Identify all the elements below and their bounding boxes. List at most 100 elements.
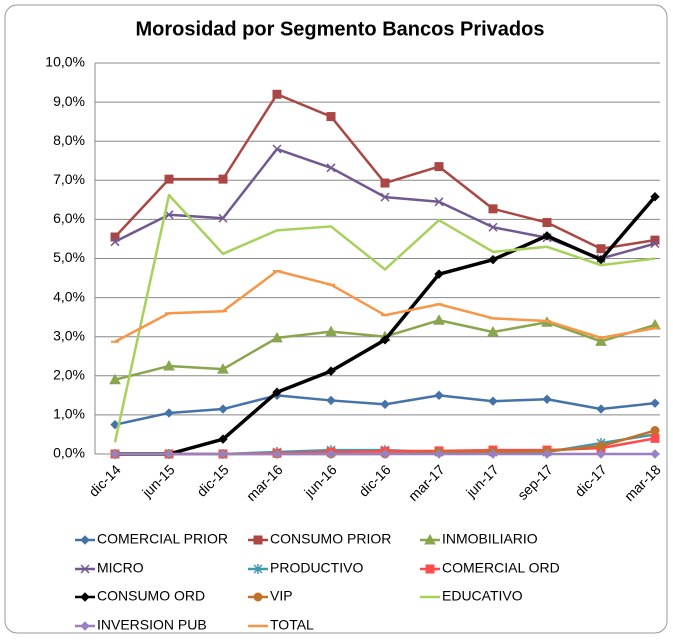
marker xyxy=(272,144,282,154)
marker xyxy=(80,621,90,631)
y-tick-label: 3,0% xyxy=(53,327,85,343)
marker xyxy=(434,269,444,279)
marker xyxy=(542,218,552,228)
marker xyxy=(253,535,263,545)
legend-entry: TOTAL xyxy=(248,617,314,633)
marker xyxy=(542,449,552,459)
y-tick-label: 6,0% xyxy=(53,210,85,226)
marker xyxy=(488,222,498,232)
series-line xyxy=(113,193,656,443)
legend-label: CONSUMO ORD xyxy=(97,588,205,604)
marker xyxy=(380,335,390,345)
legend-label: PRODUCTIVO xyxy=(270,560,363,576)
marker xyxy=(326,112,336,122)
marker xyxy=(596,254,606,265)
marker xyxy=(110,419,120,430)
legend-entry: PRODUCTIVO xyxy=(248,560,363,576)
y-tick-label: 10,0% xyxy=(45,54,85,70)
marker xyxy=(218,213,228,223)
legend-entry: INMOBILIARIO xyxy=(420,531,538,547)
legend-entry: CONSUMO PRIOR xyxy=(248,531,391,547)
legend-entry: MICRO xyxy=(75,560,144,576)
marker xyxy=(272,89,282,99)
legend-entry: CONSUMO ORD xyxy=(75,588,205,604)
marker xyxy=(326,395,336,406)
marker xyxy=(434,449,444,459)
marker xyxy=(164,174,174,184)
marker xyxy=(253,564,263,574)
y-tick-label: 2,0% xyxy=(53,367,85,383)
marker xyxy=(434,162,444,172)
marker xyxy=(650,433,660,443)
y-tick-label: 0,0% xyxy=(53,445,85,461)
marker xyxy=(164,408,174,418)
y-tick-label: 5,0% xyxy=(53,249,85,265)
marker xyxy=(488,449,498,459)
y-tick-label: 7,0% xyxy=(53,171,85,187)
legend-entry: COMERCIAL ORD xyxy=(420,560,560,576)
marker xyxy=(164,449,174,459)
chart-border xyxy=(4,4,668,634)
marker xyxy=(218,404,228,414)
marker xyxy=(380,449,390,459)
marker xyxy=(434,390,444,401)
legend-label: EDUCATIVO xyxy=(442,588,523,604)
marker xyxy=(424,533,436,545)
marker xyxy=(80,592,90,602)
legend-entry: INVERSION PUB xyxy=(75,617,207,633)
marker xyxy=(109,373,121,385)
legend-entry: VIP xyxy=(248,588,293,604)
marker xyxy=(272,387,282,397)
legend-label: COMERCIAL PRIOR xyxy=(97,531,228,547)
marker xyxy=(218,434,228,444)
marker xyxy=(487,325,499,337)
marker xyxy=(650,239,660,249)
legend-label: INVERSION PUB xyxy=(97,617,207,633)
marker xyxy=(596,441,606,451)
marker xyxy=(596,244,606,254)
marker xyxy=(542,394,552,404)
y-tick-label: 9,0% xyxy=(53,93,85,109)
legend-label: VIP xyxy=(270,588,293,604)
legend-label: TOTAL xyxy=(270,617,314,633)
y-tick-label: 1,0% xyxy=(53,406,85,422)
marker xyxy=(488,254,498,265)
marker xyxy=(380,192,390,202)
legend-label: INMOBILIARIO xyxy=(442,531,538,547)
y-tick-label: 8,0% xyxy=(53,132,85,148)
marker xyxy=(488,396,498,406)
marker xyxy=(595,335,607,346)
marker xyxy=(80,535,90,545)
marker xyxy=(650,192,660,202)
legend-entry: EDUCATIVO xyxy=(420,588,523,604)
marker xyxy=(325,325,337,337)
marker xyxy=(434,197,444,207)
y-tick-label: 4,0% xyxy=(53,288,85,304)
marker xyxy=(380,178,390,188)
marker xyxy=(271,331,283,343)
marker xyxy=(218,174,228,184)
marker xyxy=(425,564,435,574)
marker xyxy=(163,359,175,371)
marker xyxy=(80,564,90,574)
marker xyxy=(488,204,498,214)
legend-entry: COMERCIAL PRIOR xyxy=(75,531,228,547)
legend-label: COMERCIAL ORD xyxy=(442,560,560,576)
marker xyxy=(326,366,336,376)
marker xyxy=(218,449,228,459)
marker xyxy=(433,314,445,325)
marker xyxy=(596,449,606,459)
marker xyxy=(272,449,282,459)
marker xyxy=(650,449,660,459)
marker xyxy=(650,426,660,436)
marker xyxy=(596,404,606,414)
marker xyxy=(326,163,336,173)
chart-title: Morosidad por Segmento Bancos Privados xyxy=(136,18,545,40)
marker xyxy=(110,237,120,247)
marker xyxy=(326,449,336,459)
marker xyxy=(650,398,660,408)
legend-label: MICRO xyxy=(97,560,144,576)
marker xyxy=(110,449,120,459)
